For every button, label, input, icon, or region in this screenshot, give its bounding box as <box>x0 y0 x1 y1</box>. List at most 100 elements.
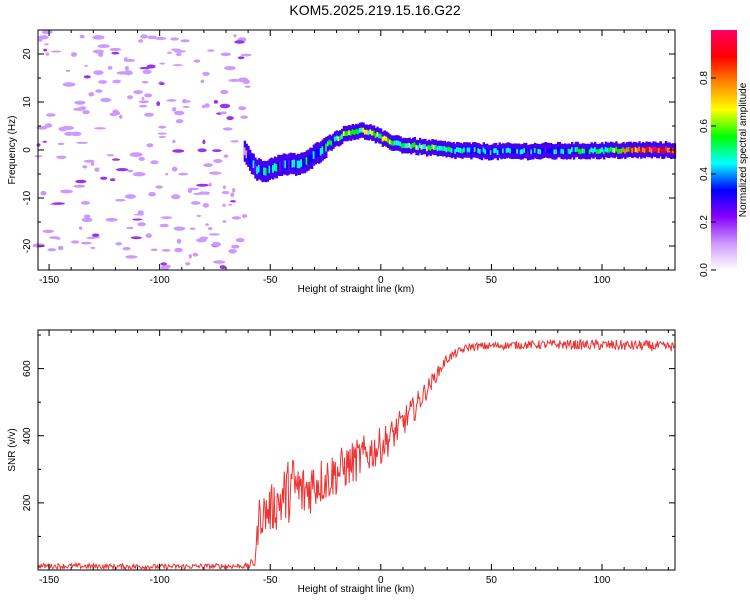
trace-core <box>309 154 312 162</box>
trace-core <box>335 135 339 141</box>
noise-blob <box>228 203 233 206</box>
trace-core <box>555 149 558 154</box>
noise-blob <box>159 62 166 65</box>
colorbar-tick-label: 0.8 <box>699 71 710 85</box>
trace-core <box>549 148 553 154</box>
noise-blob <box>238 79 250 83</box>
noise-blob <box>207 227 213 230</box>
trace-core <box>402 143 406 148</box>
trace-core <box>587 149 590 154</box>
noise-blob <box>173 226 186 231</box>
noise-blob <box>159 223 169 228</box>
trace-core <box>537 149 540 154</box>
noise-blob <box>171 166 178 172</box>
noise-blob <box>83 214 91 219</box>
noise-blob <box>172 139 176 144</box>
noise-blob <box>90 246 96 250</box>
trace-core <box>293 159 296 168</box>
noise-blob <box>166 99 177 102</box>
noise-blob <box>160 216 173 220</box>
trace-core <box>247 152 250 161</box>
trace-core <box>457 147 461 153</box>
noise-blob <box>176 238 182 244</box>
trace-core <box>321 146 324 154</box>
noise-blob <box>230 200 236 203</box>
trace-core <box>298 160 301 169</box>
trace-core <box>606 147 609 153</box>
noise-blob <box>190 201 201 205</box>
trace-core <box>371 130 374 136</box>
trace-core <box>356 129 360 135</box>
trace-core <box>518 148 521 154</box>
trace-core <box>388 139 392 145</box>
noise-blob <box>107 66 113 70</box>
trace-core <box>326 141 330 147</box>
noise-blob <box>174 247 183 253</box>
trace-core <box>590 147 593 153</box>
noise-blob <box>124 194 136 199</box>
noise-blob <box>221 191 230 195</box>
trace-core <box>243 147 247 156</box>
noise-blob <box>193 59 201 63</box>
noise-blob <box>115 242 123 246</box>
colorbar: 0.0 0.2 0.4 0.6 0.8 Normalized spectral ampl… <box>699 30 749 277</box>
trace-core <box>615 146 618 152</box>
trace-core <box>509 148 512 154</box>
noise-blob <box>80 241 92 245</box>
trace-core <box>422 144 425 149</box>
trace-core <box>657 148 661 153</box>
noise-blob <box>74 100 86 105</box>
trace-core <box>541 148 544 154</box>
noise-blob <box>45 113 56 117</box>
noise-blob <box>196 238 207 243</box>
noise-blob <box>240 115 248 119</box>
noise-blob <box>222 185 226 190</box>
trace-core <box>480 150 484 155</box>
noise-blob <box>78 226 83 230</box>
trace-core <box>369 129 372 135</box>
noise-blob <box>65 69 71 72</box>
noise-blob <box>124 66 130 71</box>
trace-core <box>346 131 349 136</box>
trace-core <box>618 149 622 154</box>
trace-core <box>314 150 317 158</box>
trace-core <box>479 149 482 154</box>
trace-core <box>638 146 641 152</box>
trace-core <box>625 147 629 153</box>
noise-blob <box>44 123 53 128</box>
trace-core <box>456 147 459 152</box>
trace-core <box>500 149 503 154</box>
trace-core <box>560 148 563 154</box>
trace-core <box>426 146 429 152</box>
noise-blob <box>220 52 231 57</box>
noise-blob <box>156 101 161 107</box>
trace-core <box>280 161 284 170</box>
trace-core <box>556 147 560 153</box>
trace-core <box>427 144 431 150</box>
trace-core <box>542 147 546 153</box>
noise-blob <box>125 255 138 259</box>
noise-blob <box>224 66 236 71</box>
trace-core <box>277 161 280 170</box>
trace-core <box>266 167 270 175</box>
trace-core <box>349 130 353 136</box>
snr-y-axis: 200 400 600 <box>22 334 675 537</box>
trace-core <box>445 147 448 153</box>
noise-blob <box>220 89 229 95</box>
trace-core <box>291 159 294 168</box>
trace-core <box>383 135 386 141</box>
noise-blob <box>73 107 86 111</box>
trace-core <box>364 129 367 135</box>
noise-blob <box>226 116 234 121</box>
trace-core <box>579 149 583 155</box>
noise-blob <box>185 262 191 266</box>
trace-core <box>505 148 508 153</box>
noise-blob <box>47 248 57 252</box>
noise-blob <box>161 249 171 252</box>
trace-core <box>275 164 278 172</box>
trace-core <box>287 160 291 168</box>
noise-blob <box>157 132 167 135</box>
trace-core <box>254 164 257 172</box>
colorbar-tick-label: 0.2 <box>699 215 710 229</box>
